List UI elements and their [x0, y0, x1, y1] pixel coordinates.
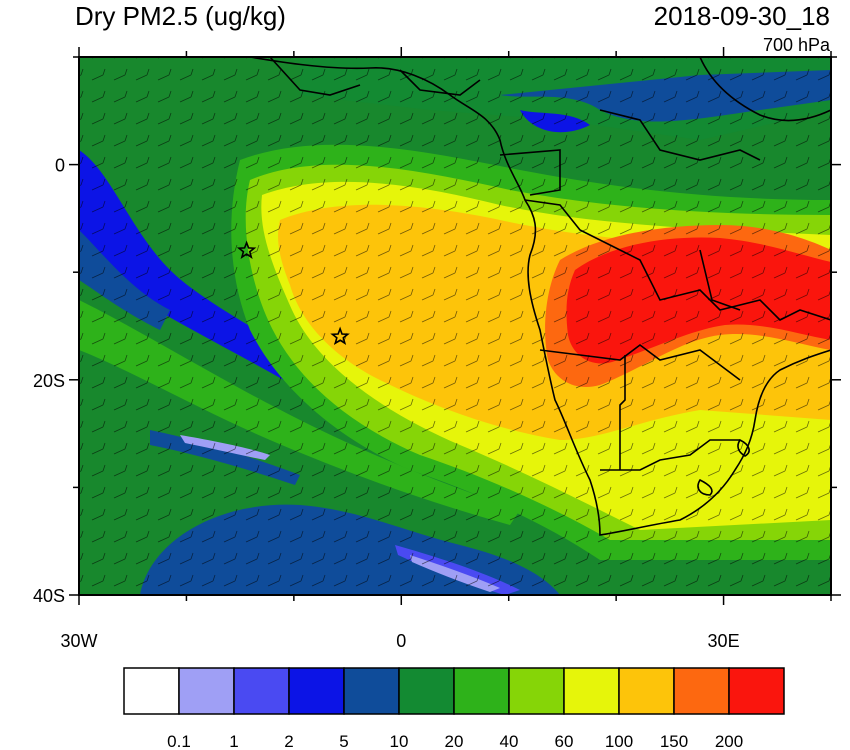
y-tick-label: 40S — [33, 586, 65, 606]
plot-title: Dry PM2.5 (ug/kg) — [75, 1, 286, 31]
colorbar-label: 0.1 — [167, 732, 191, 750]
colorbar-swatch — [233, 667, 290, 715]
colorbar-swatch — [123, 667, 180, 715]
colorbar-label: 10 — [390, 732, 409, 750]
colorbar-swatch — [673, 667, 730, 715]
star-marker — [236, 240, 257, 260]
x-tick-label: 30W — [60, 631, 97, 651]
x-tick-label: 0 — [396, 631, 406, 651]
colorbar-swatch — [343, 667, 400, 715]
colorbar: 0.1 1 2 5 10 20 40 60 100 150 200 — [123, 667, 785, 750]
markers-layer — [236, 240, 350, 345]
coastlines — [249, 57, 831, 536]
colorbar-label: 200 — [715, 732, 743, 750]
colorbar-label: 2 — [284, 732, 293, 750]
colorbar-label: 5 — [339, 732, 348, 750]
pm25-field — [79, 57, 831, 595]
colorbar-swatch — [508, 667, 565, 715]
colorbar-swatch — [288, 667, 345, 715]
y-tick-label: 20S — [33, 371, 65, 391]
star-marker — [330, 326, 350, 345]
colorbar-swatch — [178, 667, 235, 715]
colorbar-swatch — [728, 667, 785, 715]
colorbar-label: 150 — [660, 732, 688, 750]
colorbar-swatch — [453, 667, 510, 715]
x-tick-label: 30E — [708, 631, 740, 651]
colorbar-swatch — [563, 667, 620, 715]
colorbar-label: 1 — [229, 732, 238, 750]
colorbar-label: 40 — [500, 732, 519, 750]
colorbar-label: 60 — [555, 732, 574, 750]
map-frame — [78, 56, 832, 596]
x-axis: 30W 0 30E — [60, 47, 832, 651]
colorbar-swatch — [618, 667, 675, 715]
colorbar-label: 20 — [445, 732, 464, 750]
colorbar-label: 100 — [605, 732, 633, 750]
pressure-level: 700 hPa — [762, 35, 830, 55]
valid-time: 2018-09-30_18 — [653, 1, 830, 31]
y-tick-label: 0 — [55, 156, 65, 176]
colorbar-swatch — [398, 667, 455, 715]
y-axis: 0 20S 40S — [33, 56, 841, 606]
